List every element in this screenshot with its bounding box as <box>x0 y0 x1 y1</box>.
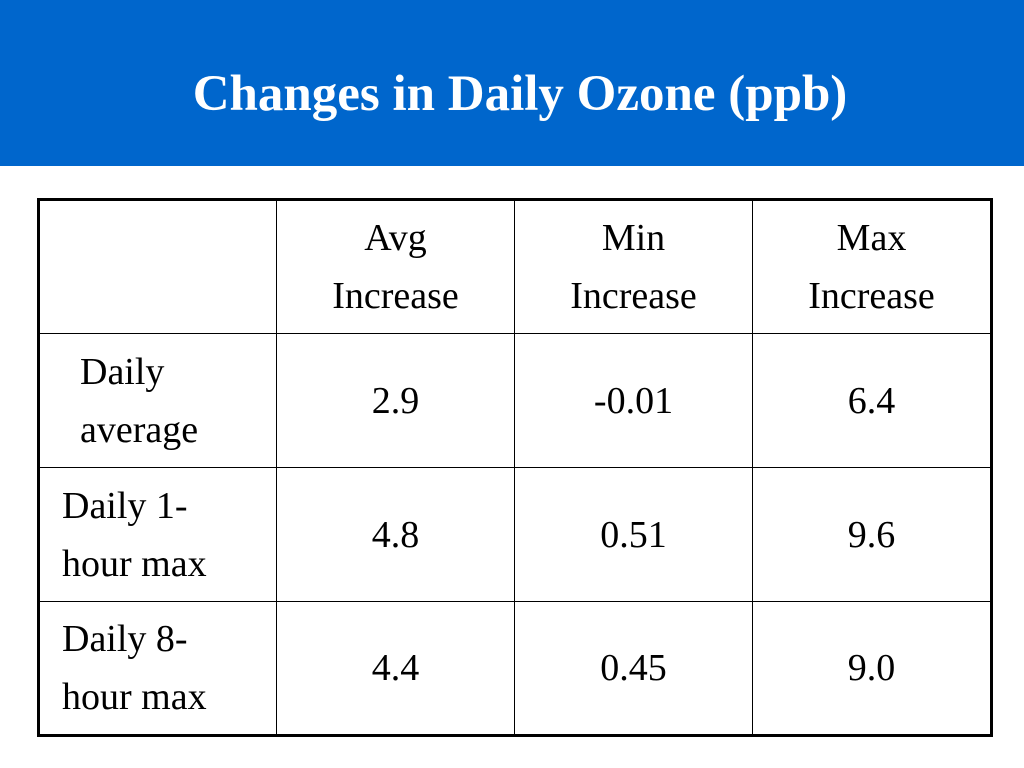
header-corner-cell <box>38 199 277 334</box>
row-label-daily-average: Daily average <box>38 333 277 468</box>
cell-max-increase: 6.4 <box>752 333 992 468</box>
row-label-line: Daily 1- <box>62 484 188 527</box>
cell-avg-increase: 4.8 <box>276 467 515 602</box>
table-row: Daily 1- hour max 4.8 0.51 9.6 <box>38 467 992 602</box>
row-label-daily-1-hour-max: Daily 1- hour max <box>38 467 277 602</box>
row-label-line: average <box>80 408 199 451</box>
column-header-line: Min <box>601 217 666 259</box>
table-row: Daily 8- hour max 4.4 0.45 9.0 <box>38 601 992 736</box>
column-header-max: Max Increase <box>752 199 992 334</box>
row-label-line: Daily 8- <box>62 618 188 660</box>
column-header-line: Avg <box>364 217 427 259</box>
row-label-line: hour max <box>62 542 207 585</box>
column-header-line: Increase <box>570 275 697 317</box>
cell-max-increase: 9.0 <box>752 601 992 736</box>
ozone-table: Avg Increase Min Increase Max Increase D… <box>37 198 993 737</box>
table-header-row: Avg Increase Min Increase Max Increase <box>38 199 992 334</box>
column-header-min: Min Increase <box>514 199 753 334</box>
table-row: Daily average 2.9 -0.01 6.4 <box>38 333 992 468</box>
row-label-line: hour max <box>62 676 207 718</box>
column-header-line: Max <box>836 217 907 259</box>
title-bar: Changes in Daily Ozone (ppb) <box>0 0 1024 166</box>
cell-min-increase: 0.51 <box>514 467 753 602</box>
column-header-line: Increase <box>808 275 935 317</box>
column-header-line: Increase <box>332 275 459 317</box>
cell-avg-increase: 2.9 <box>276 333 515 468</box>
cell-max-increase: 9.6 <box>752 467 992 602</box>
cell-avg-increase: 4.4 <box>276 601 515 736</box>
column-header-avg: Avg Increase <box>276 199 515 334</box>
cell-min-increase: -0.01 <box>514 333 753 468</box>
row-label-line: Daily <box>80 350 165 393</box>
cell-min-increase: 0.45 <box>514 601 753 736</box>
slide-title: Changes in Daily Ozone (ppb) <box>192 66 848 122</box>
row-label-daily-8-hour-max: Daily 8- hour max <box>38 601 277 736</box>
